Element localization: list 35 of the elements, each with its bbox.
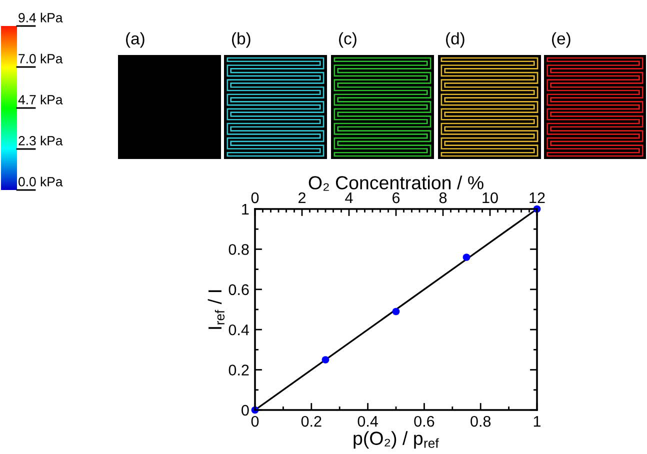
x2-tick-label: 10 <box>482 192 498 204</box>
y-tick-label: 0.2 <box>228 364 249 376</box>
point <box>462 254 470 261</box>
y-tick-label: 1 <box>242 204 249 215</box>
x-tick-label: 0.8 <box>470 416 491 427</box>
text: 2.3 kPa <box>18 136 63 146</box>
y-tick-label: 0 <box>242 404 249 416</box>
x-tick-label: 1 <box>534 416 541 427</box>
point <box>392 308 400 316</box>
x2-axis-title: O₂ Concentration / % <box>308 176 484 191</box>
y-tick-label: 0.8 <box>228 244 249 255</box>
text: 7.0 kPa <box>18 54 63 64</box>
text: (e) <box>552 32 570 48</box>
x-tick-label: 0 <box>251 416 259 427</box>
y-tick-label: 0.6 <box>228 284 249 296</box>
x2-tick-label: 4 <box>345 192 353 204</box>
text: (d) <box>446 32 464 48</box>
text: (c) <box>339 32 356 48</box>
x2-tick-label: 0 <box>251 192 259 204</box>
x-tick-label: 0.4 <box>358 416 378 427</box>
x2-tick-label: 12 <box>530 192 545 204</box>
x2-tick-label: 8 <box>439 192 447 204</box>
x-tick-label: 0.6 <box>414 416 434 427</box>
text: 0.0 kPa <box>18 176 63 186</box>
x2-tick-label: 2 <box>298 192 306 204</box>
point <box>322 356 330 364</box>
text: 9.4 kPa <box>18 12 63 22</box>
text: (b) <box>232 32 250 48</box>
text: (a) <box>126 32 144 48</box>
x-axis-title: p(O₂) / p$_{ref}$ <box>354 431 439 449</box>
text: 4.7 kPa <box>18 94 63 104</box>
x2-tick-label: 6 <box>392 192 400 204</box>
y-tick-label: 0.4 <box>228 324 249 336</box>
x-tick-label: 0.2 <box>301 416 322 427</box>
y-axis-title: I$_{ref}$ / I <box>208 290 225 329</box>
